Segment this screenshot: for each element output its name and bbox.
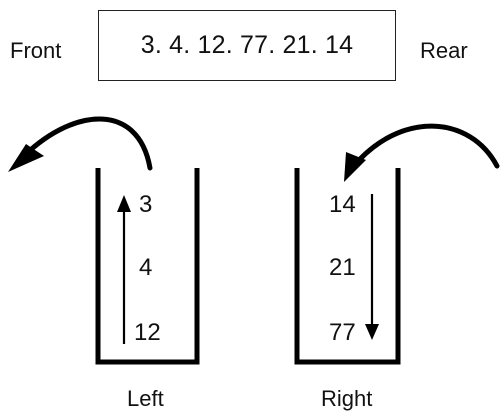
right-stack-container [294, 168, 401, 365]
push-curved-arrow-head [344, 152, 366, 182]
pop-curved-arrow-head [8, 144, 44, 172]
rear-label: Rear [420, 38, 468, 63]
queue-box: 3. 4. 12. 77. 21. 14 [98, 10, 396, 81]
push-curved-arrow [349, 123, 500, 171]
right-stack-item: 14 [329, 191, 356, 218]
front-label: Front [10, 38, 62, 63]
right-stack-item: 21 [329, 254, 356, 281]
left-stack-item: 12 [134, 319, 161, 346]
left-stack-item: 3 [139, 191, 153, 218]
left-up-arrow-head [117, 195, 131, 212]
pop-curved-arrow [17, 116, 153, 171]
right-stack-label: Right [321, 386, 373, 411]
left-stack-label: Left [127, 386, 164, 411]
left-stack-item: 4 [139, 254, 153, 281]
right-down-arrow-head [365, 324, 379, 340]
queue-contents: 3. 4. 12. 77. 21. 14 [140, 31, 354, 59]
right-stack-item: 77 [329, 319, 356, 346]
left-stack-container [95, 168, 200, 365]
